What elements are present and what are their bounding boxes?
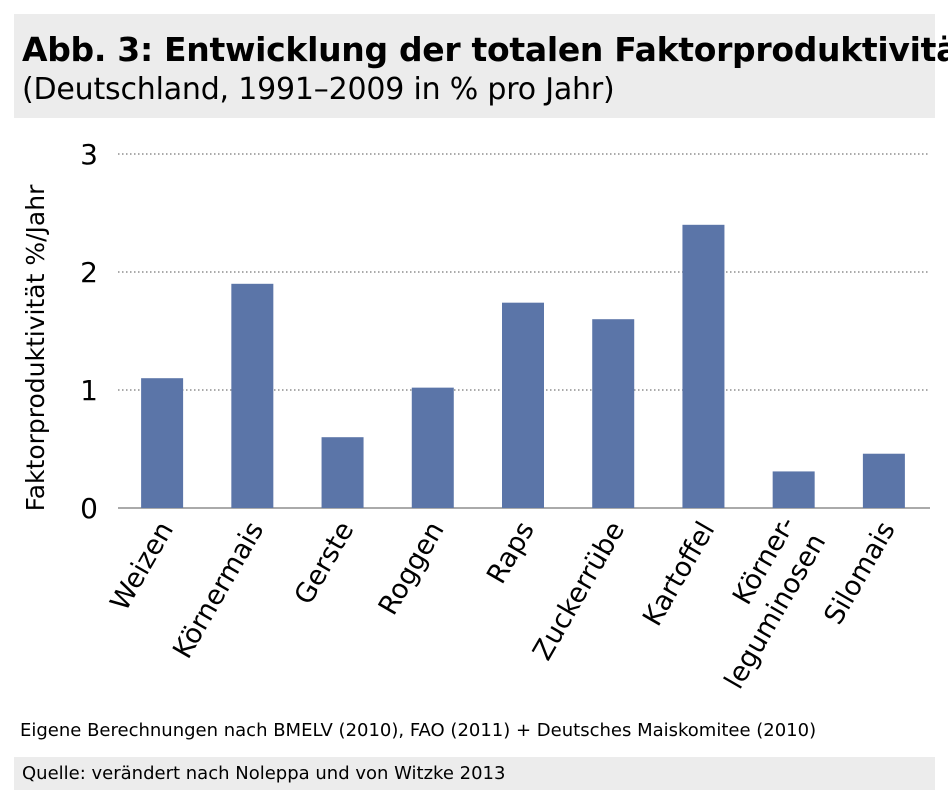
y-tick-label: 3 <box>80 138 98 171</box>
y-axis-label: Faktorproduktivität %/Jahr <box>21 184 50 511</box>
bar <box>231 283 274 508</box>
bar <box>862 453 905 508</box>
bar <box>141 378 184 508</box>
source-bar: Quelle: verändert nach Noleppa und von W… <box>14 757 935 790</box>
calculation-note: Eigene Berechnungen nach BMELV (2010), F… <box>20 720 817 741</box>
bar <box>502 302 544 508</box>
bar <box>411 387 454 508</box>
x-tick-label: Raps <box>481 517 541 590</box>
title-block: Abb. 3: Entwicklung der totalen Faktorpr… <box>14 14 948 118</box>
bar <box>772 471 815 508</box>
y-tick-label: 0 <box>80 492 98 525</box>
bar <box>321 437 364 508</box>
chart-title: Abb. 3: Entwicklung der totalen Faktorpr… <box>22 30 948 69</box>
y-tick-label: 1 <box>80 374 98 407</box>
x-tick-label: Roggen <box>373 517 451 621</box>
x-tick-label: Kartoffel <box>637 517 721 632</box>
bar <box>592 319 635 508</box>
x-tick-label: Körnermais <box>167 517 270 664</box>
chart-subtitle: (Deutschland, 1991–2009 in % pro Jahr) <box>22 72 615 107</box>
bar-chart: 0 1 2 3 Faktorproduktivität %/Jahr WeizenKörn… <box>21 138 930 694</box>
source-text: Quelle: verändert nach Noleppa und von W… <box>22 763 506 784</box>
x-tick-label: Silomais <box>818 517 901 630</box>
y-tick-label: 2 <box>80 256 98 289</box>
bar <box>682 224 725 509</box>
x-tick-label: Weizen <box>105 517 180 617</box>
x-tick-label: Gerste <box>289 517 361 610</box>
x-tick-label: Zuckerrübe <box>527 517 631 666</box>
